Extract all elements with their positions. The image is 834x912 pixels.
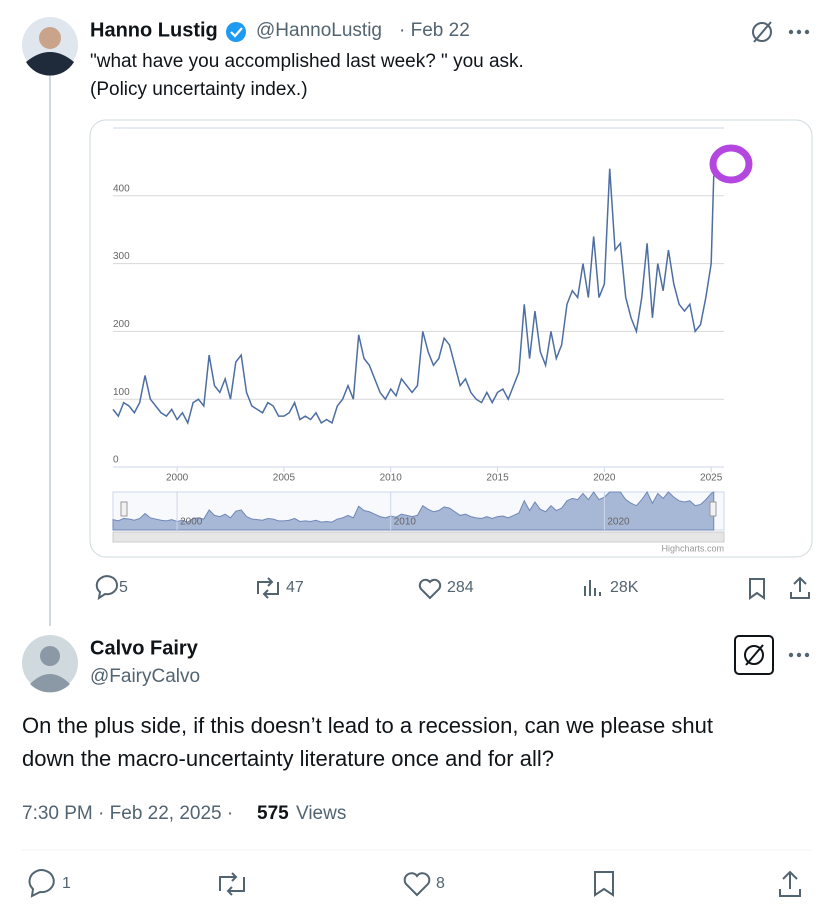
x-tick-label: 2000 [166, 473, 189, 484]
reply-count: 5 [119, 579, 128, 596]
timestamp[interactable]: 7:30 PM · Feb 22, 2025 · [22, 803, 233, 824]
like-button[interactable] [403, 872, 431, 897]
media-card[interactable] [89, 119, 813, 558]
bookmark-button[interactable] [749, 578, 765, 600]
navigator-area [112, 491, 715, 531]
repost-count: 47 [286, 579, 304, 596]
author-name[interactable]: Hanno Lustig [90, 19, 218, 41]
verified-badge [226, 22, 246, 42]
like-count: 284 [447, 579, 474, 596]
repost-button[interactable] [257, 577, 279, 599]
navigator-tick-label: 2010 [394, 517, 417, 528]
reply-button[interactable] [95, 575, 119, 601]
credits: Highcharts.com [661, 543, 724, 553]
navigator-handle[interactable] [709, 501, 717, 517]
post-text: On the plus side, if this doesn’t lead t… [22, 713, 713, 738]
views-button[interactable] [584, 580, 601, 596]
reply-count: 1 [62, 875, 71, 892]
y-tick-label: 400 [113, 183, 130, 194]
avatar[interactable] [22, 635, 78, 693]
x-tick-label: 2005 [273, 473, 296, 484]
chart: 0 100 200 300 400 2000 2005 2010 2015 2020 2025 200… [112, 127, 753, 553]
navigator-tick-label: 2020 [607, 517, 630, 528]
share-button[interactable] [779, 870, 801, 897]
more-button[interactable] [788, 29, 810, 35]
scrollbar[interactable] [112, 531, 725, 543]
data-line [112, 168, 715, 425]
post-text: down the macro-uncertainty literature on… [22, 746, 554, 771]
y-tick-label: 0 [113, 455, 119, 466]
post-date[interactable]: · Feb 22 [399, 20, 470, 41]
author-name[interactable]: Calvo Fairy [90, 637, 199, 659]
avatar[interactable] [22, 17, 78, 76]
views-label: Views [296, 803, 346, 824]
x-tick-label: 2025 [700, 473, 723, 484]
view-count: 575 [257, 803, 289, 824]
y-tick-label: 200 [113, 319, 130, 330]
annotation-circle [709, 144, 753, 184]
author-handle[interactable]: @HannoLustig [256, 20, 382, 41]
author-handle[interactable]: @FairyCalvo [90, 666, 200, 687]
repost-button[interactable] [219, 872, 245, 896]
bookmark-button[interactable] [594, 871, 614, 897]
view-count: 28K [610, 579, 639, 596]
navigator-tick-label: 2000 [180, 517, 203, 528]
post-text: (Policy uncertainty index.) [90, 79, 308, 100]
grok-icon[interactable] [752, 21, 772, 43]
reply-button[interactable] [28, 869, 55, 898]
y-tick-label: 100 [113, 387, 130, 398]
more-button[interactable] [788, 652, 810, 658]
navigator-handle[interactable] [120, 501, 128, 517]
post-text: "what have you accomplished last week? "… [90, 51, 524, 72]
like-button[interactable] [418, 578, 442, 600]
y-tick-label: 300 [113, 251, 130, 262]
share-button[interactable] [790, 576, 810, 599]
x-tick-label: 2020 [593, 473, 616, 484]
grok-icon[interactable] [734, 635, 774, 675]
like-count: 8 [436, 875, 445, 892]
x-tick-label: 2010 [380, 473, 403, 484]
x-tick-label: 2015 [486, 473, 509, 484]
